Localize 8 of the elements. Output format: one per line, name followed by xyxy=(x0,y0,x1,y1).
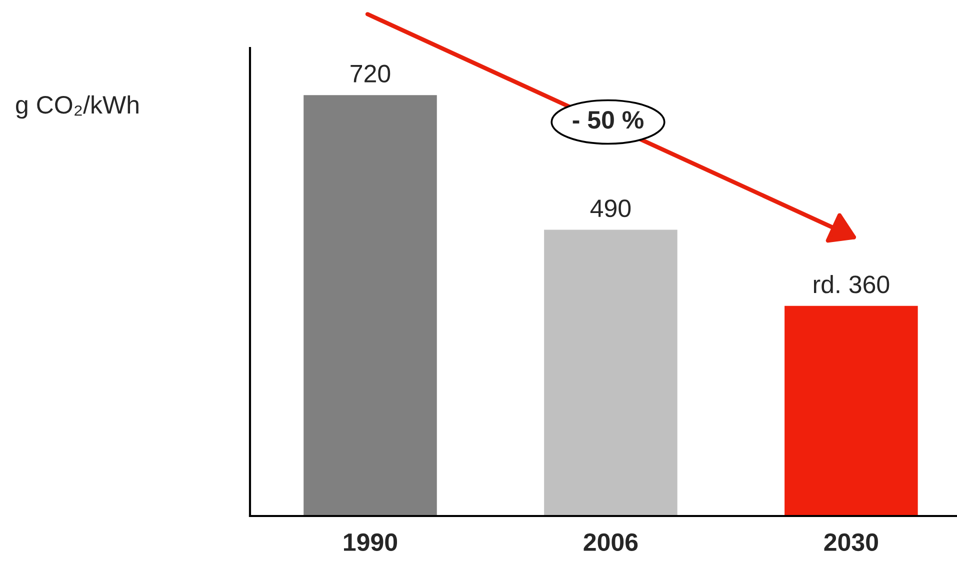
y-axis-title: g CO₂/kWh xyxy=(16,95,138,119)
x-tick-label: 1990 xyxy=(344,533,398,552)
x-tick-label: 2030 xyxy=(824,533,878,552)
x-tick-label: 2006 xyxy=(584,533,638,552)
data-label: 720 xyxy=(350,64,390,82)
data-label: rd. 360 xyxy=(814,274,890,294)
data-label: 490 xyxy=(590,199,631,218)
annotation: - 50 % xyxy=(572,111,644,129)
